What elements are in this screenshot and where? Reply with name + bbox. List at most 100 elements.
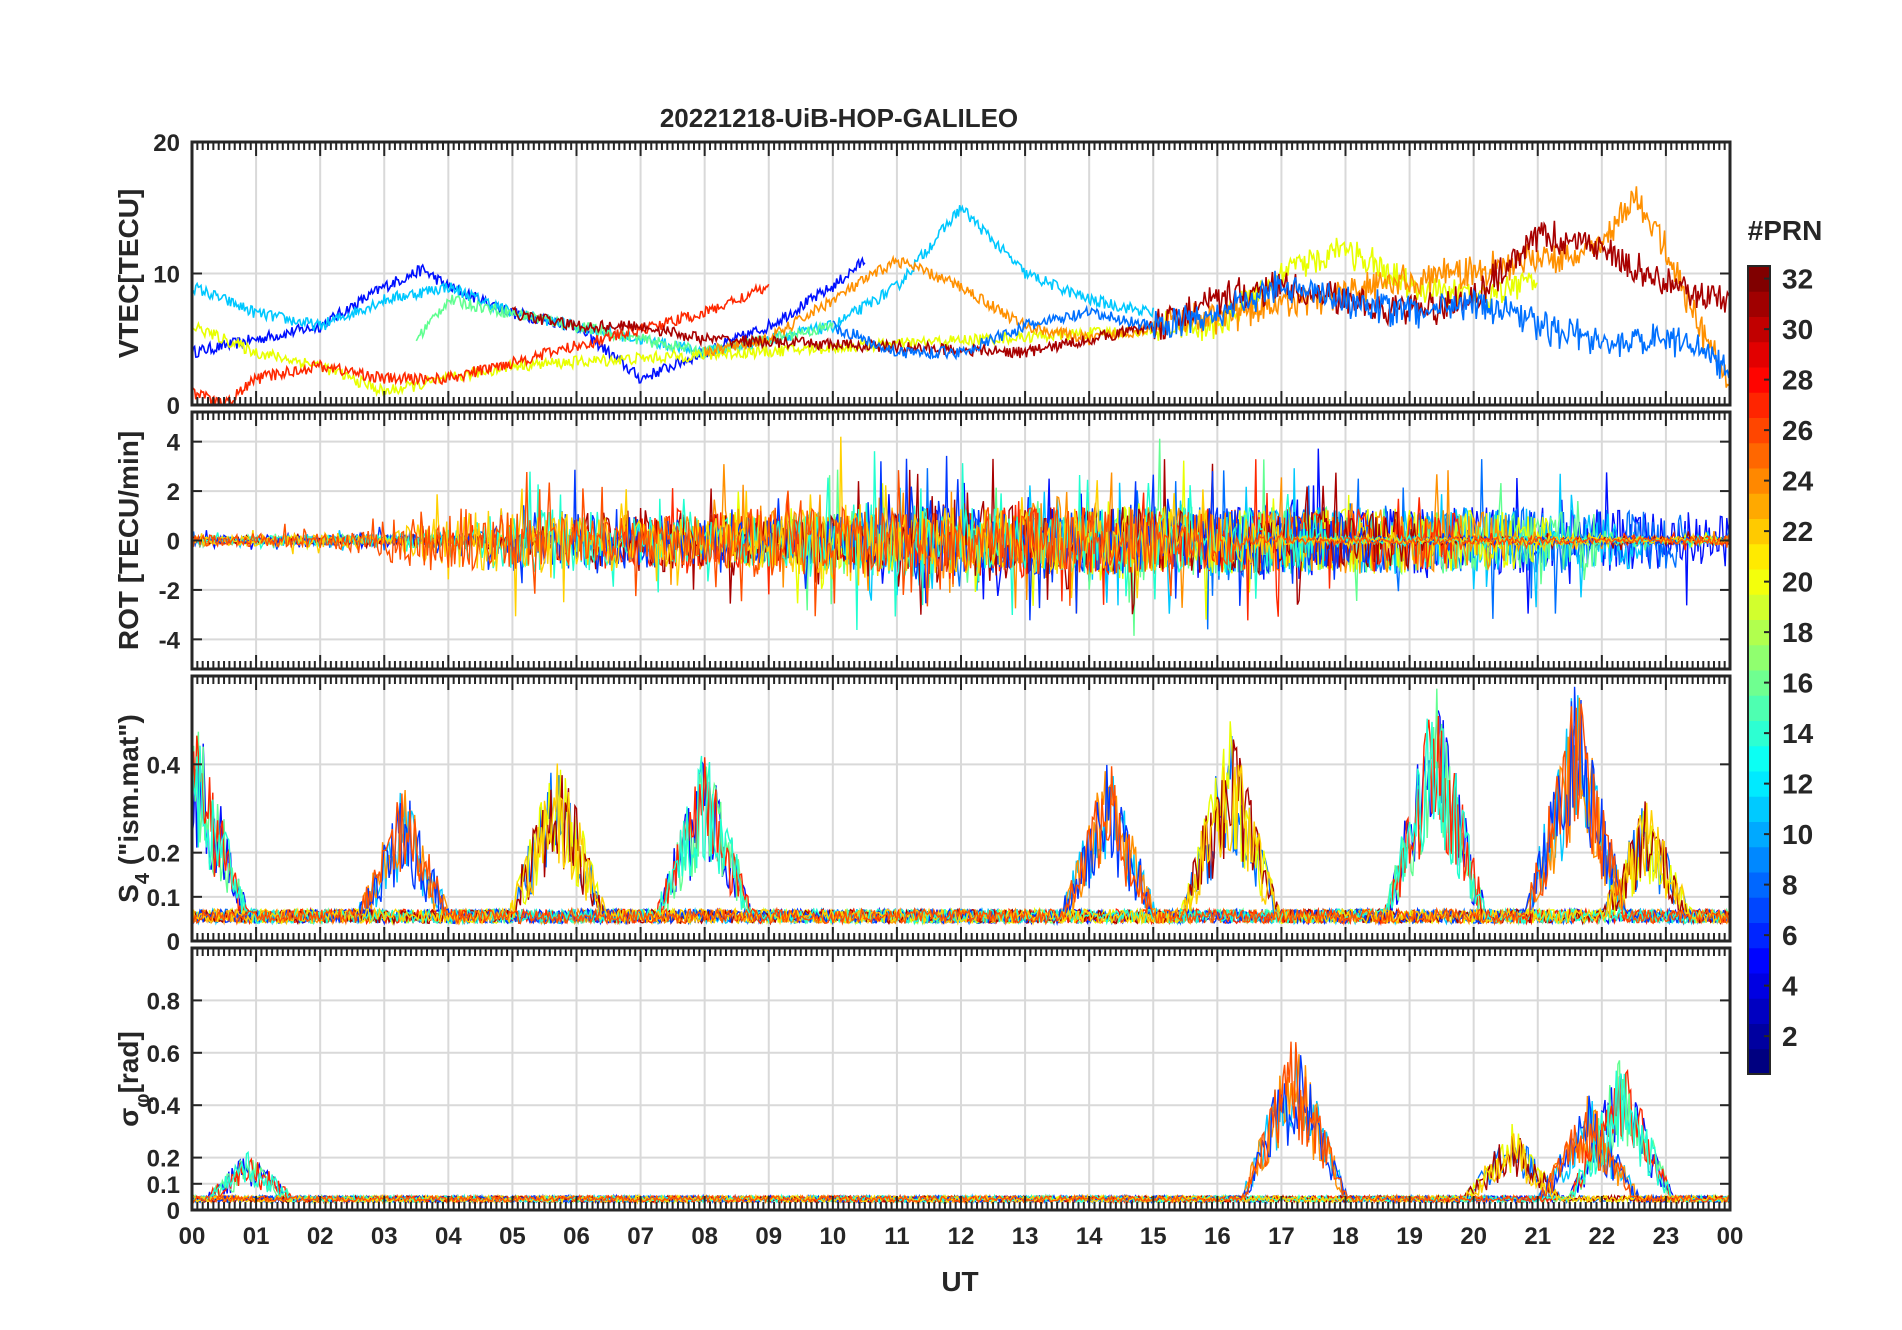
y-tick-label: 0: [167, 393, 180, 420]
panel-sigma_phi: 00.10.2 0.4 0.6 0.8 σφ[rad]: [113, 946, 1732, 1225]
x-tick-label: 13: [1012, 1223, 1039, 1250]
colorbar-segment: [1748, 341, 1770, 368]
vtec-series-prn-4: [192, 255, 866, 384]
colorbar-segment: [1748, 796, 1770, 822]
x-tick-label: 03: [371, 1223, 398, 1250]
colorbar-segment: [1748, 1023, 1770, 1050]
colorbar-tick-label: 6: [1782, 920, 1798, 951]
x-tick-label: 04: [435, 1223, 462, 1250]
y-tick-label: 4: [167, 430, 181, 457]
colorbar-segment: [1748, 973, 1770, 999]
plot-area-s4: [192, 686, 1730, 927]
x-tick-label: 06: [563, 1223, 590, 1250]
colorbar-tick-label: 32: [1782, 264, 1813, 295]
x-tick-label: 18: [1332, 1223, 1359, 1250]
colorbar-segment: [1748, 367, 1770, 393]
colorbar-segment: [1748, 771, 1770, 797]
x-tick-label: 20: [1460, 1223, 1487, 1250]
y-tick-label: 0.6: [147, 1041, 180, 1068]
colorbar-segment: [1748, 720, 1770, 747]
colorbar-segment: [1748, 417, 1770, 444]
colorbar-segment: [1748, 594, 1770, 620]
x-axis: 00 01 02 03 04 05 06 07 08 09 10 11 12 13 14 15 16 17 18 19…: [179, 1223, 1744, 1250]
y-tick-label: -2: [159, 578, 180, 605]
colorbar-segment: [1748, 291, 1770, 317]
colorbar-segment: [1748, 442, 1770, 469]
x-tick-label: 00: [179, 1223, 206, 1250]
colorbar-segment: [1748, 998, 1770, 1024]
colorbar-tick-label: 18: [1782, 617, 1813, 648]
y-axis-label-s4: S4 ("ism.mat"): [113, 714, 154, 903]
colorbar-segment: [1748, 897, 1770, 923]
plot-area-vtec: [192, 186, 1730, 405]
y-tick-label: 20: [153, 130, 180, 157]
x-tick-label: 11: [884, 1223, 909, 1250]
y-axis-label-sigma_phi: σφ[rad]: [113, 1031, 154, 1127]
x-tick-label: 10: [819, 1223, 846, 1250]
figure-title: 20221218-UiB-HOP-GALILEO: [660, 103, 1018, 133]
panel-rot: -4 -2 0 2 4 ROT [TECU/min]: [113, 410, 1732, 671]
y-tick-label: 0.1: [147, 1172, 180, 1199]
colorbar-segment: [1748, 619, 1770, 646]
x-tick-label: 07: [627, 1223, 654, 1250]
x-tick-label: 16: [1204, 1223, 1231, 1250]
colorbar-segment: [1748, 745, 1770, 772]
colorbar-segment: [1748, 543, 1770, 570]
colorbar-tick-label: 26: [1782, 415, 1813, 446]
y-tick-label: 0.8: [147, 988, 180, 1015]
ticks-sigma_phi: [191, 948, 1731, 1211]
colorbar-segment: [1748, 695, 1770, 721]
colorbar-segment: [1748, 821, 1770, 848]
colorbar-tick-label: 10: [1782, 819, 1813, 850]
y-axis-label-rot: ROT [TECU/min]: [113, 431, 144, 650]
x-tick-label: 19: [1396, 1223, 1423, 1250]
colorbar-segment: [1748, 518, 1770, 545]
colorbar-segment: [1748, 493, 1770, 519]
colorbar-tick-label: 24: [1782, 466, 1814, 497]
x-tick-label: 08: [691, 1223, 718, 1250]
rot-series: [192, 436, 1730, 617]
colorbar-segment: [1748, 947, 1770, 974]
colorbar-tick-label: 8: [1782, 870, 1798, 901]
colorbar-title: #PRN: [1748, 215, 1823, 246]
colorbar-tick-label: 20: [1782, 567, 1813, 598]
x-tick-label: 21: [1524, 1223, 1551, 1250]
plot-area-rot: [192, 436, 1730, 636]
y-tick-label: -4: [159, 627, 181, 654]
y-tick-label: 0: [167, 929, 180, 956]
x-tick-label: 14: [1076, 1223, 1103, 1250]
s4-series: [192, 763, 1730, 926]
y-tick-label: 0: [167, 529, 180, 556]
y-tick-label: 0.1: [147, 885, 180, 912]
vtec-series-prn-11: [192, 204, 1154, 360]
vtec-series-prn-8: [832, 270, 1730, 379]
colorbar-segment: [1748, 922, 1770, 949]
colorbar-segment: [1748, 468, 1770, 494]
colorbar-frame: [1747, 265, 1771, 1075]
x-tick-label: 23: [1653, 1223, 1680, 1250]
panel-s4: 0 0.1 0.2 0.4S4 ("ism.mat"): [113, 674, 1732, 956]
colorbar-tick-label: 4: [1782, 971, 1798, 1002]
y-axis-label-vtec: VTEC[TECU]: [113, 189, 144, 359]
colorbar-segment: [1748, 316, 1770, 343]
colorbar-tick-label: 12: [1782, 769, 1813, 800]
x-tick-label: 01: [243, 1223, 270, 1250]
x-tick-label: 09: [755, 1223, 782, 1250]
colorbar-segment: [1748, 872, 1770, 898]
x-axis-label: UT: [941, 1266, 978, 1297]
ticks-vtec: [191, 141, 1731, 406]
s4-series: [192, 703, 1730, 926]
rot-series: [192, 470, 1730, 617]
x-tick-label: 17: [1268, 1223, 1295, 1250]
x-tick-label: 05: [499, 1223, 526, 1250]
y-tick-label: 0.2: [147, 1146, 180, 1173]
panel-vtec: 0 10 20 VTEC[TECU]: [113, 130, 1732, 420]
y-tick-label: 0.2: [147, 841, 180, 868]
y-tick-label: 0: [167, 1198, 180, 1225]
colorbar-segment: [1748, 1048, 1770, 1075]
x-tick-label: 15: [1140, 1223, 1167, 1250]
colorbar-segment: [1748, 670, 1770, 696]
x-tick-label: 22: [1588, 1223, 1615, 1250]
